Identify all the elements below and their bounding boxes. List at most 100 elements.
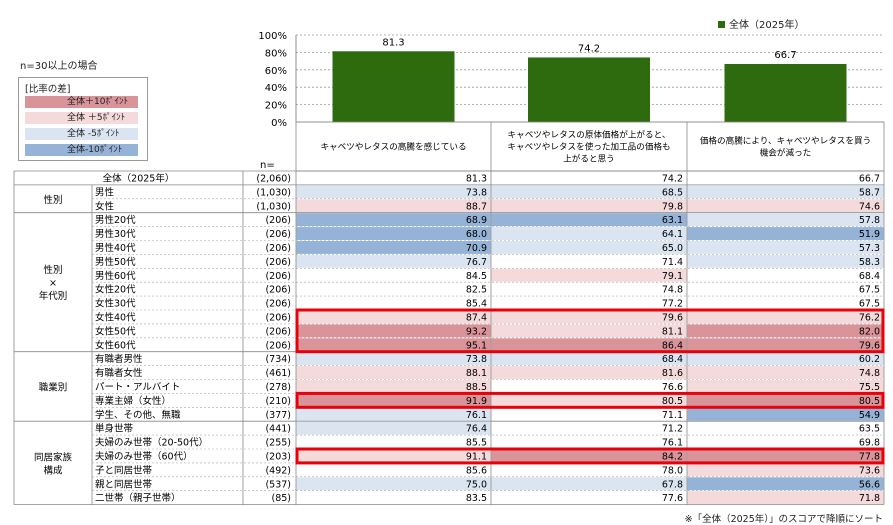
cell-shading xyxy=(491,213,687,227)
cell-shading xyxy=(296,477,491,491)
row-label: 親と同居世帯 xyxy=(95,478,153,490)
category-label: 機会が減った xyxy=(760,147,812,159)
row-value: 91.9 xyxy=(466,396,487,407)
row-value: 76.6 xyxy=(662,382,683,393)
row-value: 57.8 xyxy=(859,215,880,226)
row-value: 56.6 xyxy=(859,479,880,490)
cell-shading xyxy=(687,449,884,463)
row-n: (206) xyxy=(265,313,291,324)
row-label: 男性20代 xyxy=(95,214,136,226)
row-value: 73.8 xyxy=(466,187,487,198)
row-label: 有職者男性 xyxy=(95,353,143,365)
cell-shading xyxy=(296,227,491,240)
row-n: (85) xyxy=(271,493,291,504)
row-value: 68.4 xyxy=(662,354,683,365)
row-value: 80.5 xyxy=(859,396,880,407)
cell-shading xyxy=(296,185,491,199)
total-row-n: (2,060) xyxy=(256,174,291,185)
row-label: 男性60代 xyxy=(95,270,136,282)
total-row-value: 74.2 xyxy=(662,174,683,185)
row-value: 73.8 xyxy=(466,354,487,365)
row-value: 68.9 xyxy=(466,215,487,226)
row-value: 64.1 xyxy=(662,229,683,240)
cell-shading xyxy=(687,254,884,268)
cell-shading xyxy=(687,199,884,213)
row-value: 76.4 xyxy=(466,424,487,435)
row-value: 74.8 xyxy=(859,368,880,379)
row-value: 67.5 xyxy=(859,285,880,296)
cell-shading xyxy=(687,185,884,199)
cell-shading xyxy=(296,380,491,393)
row-value: 88.5 xyxy=(466,382,487,393)
row-n: (206) xyxy=(265,340,291,351)
n-header-label: n= xyxy=(260,160,275,171)
cell-shading xyxy=(491,227,687,240)
row-value: 84.5 xyxy=(466,271,487,282)
group-label: 年代別 xyxy=(39,290,68,302)
cell-shading xyxy=(687,477,884,491)
row-label: 有職者女性 xyxy=(95,367,143,379)
cell-shading xyxy=(687,366,884,379)
sample-size-note: n=30以上の場合 xyxy=(20,61,98,72)
cell-shading xyxy=(687,227,884,240)
cell-shading xyxy=(491,449,687,463)
row-value: 67.5 xyxy=(859,299,880,310)
row-value: 88.7 xyxy=(466,201,487,212)
row-value: 87.4 xyxy=(466,313,487,324)
bar xyxy=(528,57,650,122)
cell-shading xyxy=(296,407,491,421)
row-value: 73.6 xyxy=(859,465,880,476)
group-label: 同居家族 xyxy=(34,451,73,463)
row-n: (1,030) xyxy=(256,201,291,212)
row-n: (537) xyxy=(265,479,291,490)
row-value: 60.2 xyxy=(859,354,880,365)
total-row-label: 全体（2025年） xyxy=(103,173,175,185)
legend-swatch-minus5 xyxy=(25,128,138,140)
cell-shading xyxy=(687,463,884,477)
category-label: キャベツやレタスの原体価格が上がると、 xyxy=(508,129,671,141)
row-value: 68.4 xyxy=(859,271,880,282)
cell-shading xyxy=(491,199,687,213)
row-value: 76.7 xyxy=(466,257,487,268)
cell-shading xyxy=(491,324,687,338)
legend-swatch-minus10 xyxy=(25,144,138,156)
row-n: (278) xyxy=(265,382,291,393)
row-value: 75.0 xyxy=(466,479,487,490)
row-value: 68.0 xyxy=(466,229,487,240)
row-value: 58.3 xyxy=(859,257,880,268)
cell-shading xyxy=(687,352,884,366)
row-label: 女性30代 xyxy=(95,298,136,310)
row-value: 77.6 xyxy=(662,493,683,504)
row-n: (210) xyxy=(265,396,291,407)
legend-item-plus10: 全体＋10ﾎﾟｲﾝﾄ xyxy=(25,96,143,108)
row-value: 76.2 xyxy=(859,313,880,324)
cell-shading xyxy=(296,241,491,254)
row-value: 85.4 xyxy=(466,299,487,310)
row-value: 74.6 xyxy=(859,201,880,212)
row-n: (206) xyxy=(265,215,291,226)
cell-shading xyxy=(296,393,491,407)
highlight-box xyxy=(295,308,885,354)
row-label: 単身世帯 xyxy=(95,423,134,435)
row-value: 83.5 xyxy=(466,493,487,504)
legend-label-plus5: 全体 ＋5ﾎﾟｲﾝﾄ xyxy=(67,113,126,123)
cell-shading xyxy=(491,477,687,491)
row-value: 80.5 xyxy=(662,396,683,407)
row-value: 82.5 xyxy=(466,285,487,296)
row-value: 82.0 xyxy=(859,326,880,337)
row-value: 77.8 xyxy=(859,452,880,463)
y-tick-label: 40% xyxy=(265,83,287,94)
cell-shading xyxy=(491,310,687,324)
row-n: (206) xyxy=(265,229,291,240)
row-value: 65.0 xyxy=(662,243,683,254)
row-value: 54.9 xyxy=(859,410,880,421)
highlight-box xyxy=(295,391,885,409)
cell-shading xyxy=(687,393,884,407)
row-n: (206) xyxy=(265,257,291,268)
row-label: 男性30代 xyxy=(95,228,136,240)
row-value: 71.8 xyxy=(859,493,880,504)
row-n: (206) xyxy=(265,326,291,337)
bar-value-label: 66.7 xyxy=(774,50,796,61)
row-label: 女性50代 xyxy=(95,325,136,337)
row-n: (206) xyxy=(265,285,291,296)
